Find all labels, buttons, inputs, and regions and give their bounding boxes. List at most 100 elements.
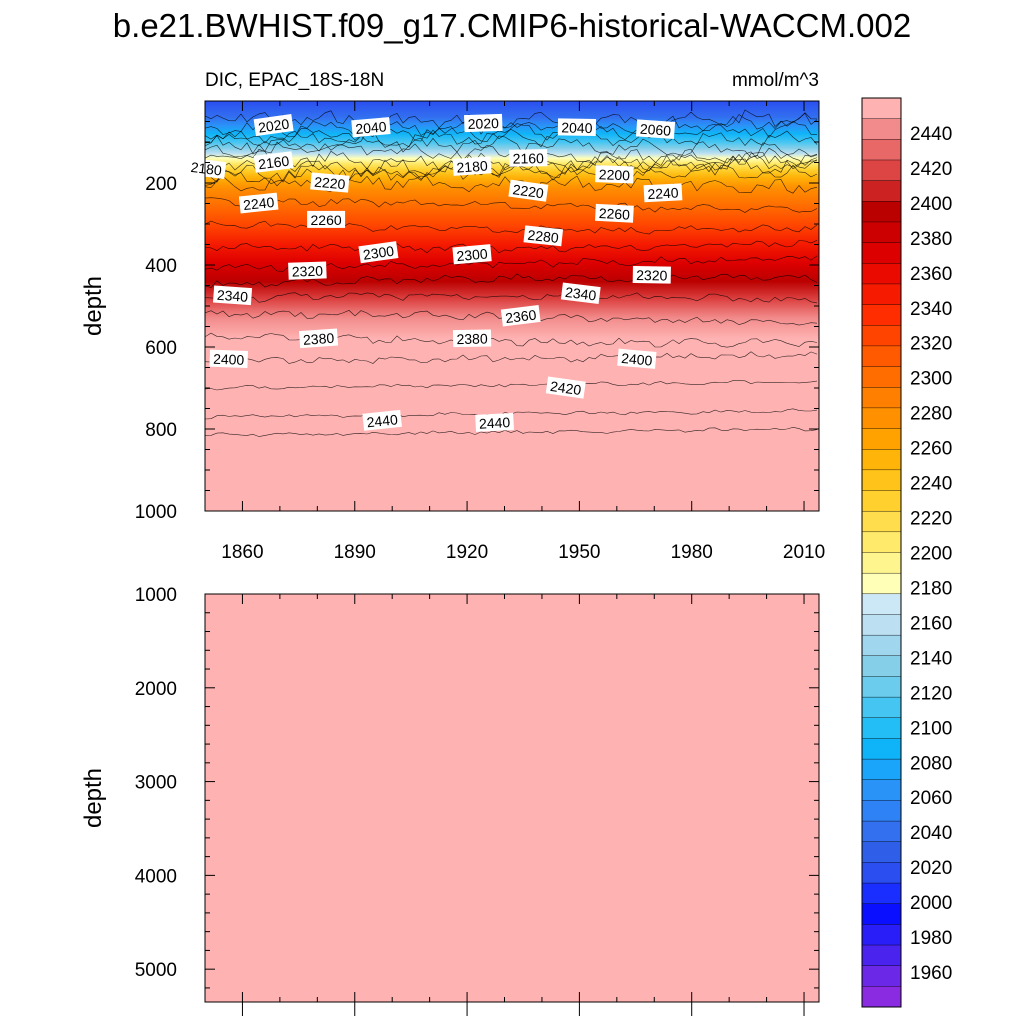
contour-label: 2420: [545, 376, 586, 399]
colorbar-swatch: [861, 882, 902, 905]
colorbar-label: 2060: [910, 788, 952, 809]
colorbar-label: 2140: [910, 648, 952, 669]
contour-label: 2380: [452, 329, 492, 348]
colorbar-swatch: [861, 552, 902, 574]
colorbar-label: 2080: [910, 753, 952, 774]
colorbar-label: 1980: [910, 928, 952, 949]
colorbar-label: 2000: [910, 893, 952, 914]
contour-label: 2220: [508, 179, 549, 202]
colorbar-swatch: [861, 283, 902, 306]
colorbar-label: 2220: [910, 509, 952, 530]
colorbar-swatch: [861, 986, 902, 1008]
colorbar-swatch: [861, 696, 902, 719]
contour-label: 2260: [307, 210, 346, 228]
colorbar-label: 2100: [910, 718, 952, 739]
colorbar-label: 2320: [910, 334, 952, 355]
colorbar-swatch: [861, 593, 902, 615]
upper-y-axis: 200 400 600 800 1000: [135, 100, 819, 523]
contour-label: 2160: [253, 151, 294, 173]
colorbar-swatch: [861, 614, 902, 636]
contour-label: 2360: [500, 305, 541, 327]
contour-label-text: 2300: [456, 245, 489, 264]
contour-line: [205, 135, 818, 158]
contour-label: 2280: [523, 225, 564, 247]
colorbar-label: 2340: [910, 299, 952, 320]
colorbar-swatch: [861, 449, 902, 471]
contour-label: 2060: [635, 119, 676, 140]
upper-plot-area: 2020 2040 2020 2040 2060 2180 2160 2180 2160 2200…: [80, 100, 825, 563]
contour-label-text: 2400: [621, 350, 654, 369]
y-tick-label: 600: [145, 338, 177, 359]
colorbar-swatch: [861, 345, 902, 368]
contour-label-text: 2320: [292, 263, 324, 280]
y-tick-label: 1000: [135, 502, 177, 523]
upper-x-axis: 1860 1890 1920 1950 1980 2010: [204, 101, 825, 563]
contour-label-text: 2180: [456, 158, 488, 176]
contour-line: [205, 128, 818, 148]
lower-y-axis: 1000 2000 3000 4000 5000: [135, 585, 819, 989]
colorbar-swatch: [861, 531, 902, 554]
lower-y-axis-title: depth: [80, 768, 107, 828]
colorbar-swatch: [861, 924, 902, 946]
y-tick-label: 800: [145, 420, 177, 441]
colorbar-swatch: [861, 428, 902, 450]
colorbar-swatch: [861, 800, 902, 822]
colorbar-swatch: [861, 159, 902, 182]
contour-line: [205, 158, 818, 183]
colorbar-swatch: [861, 862, 902, 884]
colorbar-swatch: [861, 325, 902, 347]
contour-label-text: 2440: [479, 414, 511, 432]
lower-plot-area: 1000 2000 3000 4000 5000 depth: [80, 585, 820, 1016]
contour-label-text: 2260: [311, 212, 342, 228]
colorbar-swatch: [861, 366, 902, 388]
colorbar-label: 2400: [910, 194, 952, 215]
colorbar-swatch: [861, 242, 902, 264]
contour-label-text: 2240: [242, 194, 275, 213]
colorbar-label: 2420: [910, 159, 952, 180]
contour-label-text: 2360: [504, 306, 537, 326]
lower-x-axis: [204, 594, 805, 1016]
contour-line: [205, 197, 818, 213]
contour-label: 2020: [463, 113, 503, 133]
x-tick-label: 1980: [671, 542, 713, 563]
contour-label-text: 2200: [599, 166, 631, 183]
contour-label: 2040: [351, 117, 391, 138]
colorbar-swatch: [861, 841, 902, 863]
contour-label: 2440: [362, 409, 402, 431]
contour-label: 2320: [632, 265, 671, 284]
contour-label-text: 2300: [362, 243, 395, 263]
colorbar-frame: [861, 97, 902, 1008]
contour-line: [205, 109, 818, 130]
contour-line: [205, 272, 818, 288]
colorbar-swatch: [861, 944, 902, 967]
contour-label: 2160: [509, 149, 548, 167]
chart-units: mmol/m^3: [732, 70, 819, 91]
colorbar-label: 2240: [910, 474, 952, 495]
y-tick-label: 3000: [135, 773, 177, 794]
contour-label: 2340: [560, 282, 601, 304]
colorbar-swatch: [861, 490, 902, 512]
contour-line: [205, 220, 818, 235]
contour-label-text: 2340: [564, 284, 597, 304]
y-tick-label: 1000: [135, 585, 177, 606]
contour-label-text: 2160: [513, 150, 545, 167]
colorbar-swatch: [861, 407, 902, 430]
contour-label: 2180: [186, 157, 227, 179]
colorbar-swatch: [861, 118, 902, 140]
contour-label-text: 2020: [467, 115, 499, 132]
contour-label-text: 2340: [216, 287, 248, 305]
upper-y-axis-title: depth: [80, 276, 107, 336]
contour-label: 2400: [209, 349, 249, 368]
contour-label: 2040: [557, 118, 597, 137]
contour-label: 2260: [595, 203, 634, 223]
contour-label-text: 2220: [512, 181, 545, 201]
colorbar-swatch: [861, 717, 902, 739]
upper-contour-labels: 2020 2040 2020 2040 2060 2180 2160 2180 2160 2200…: [186, 113, 683, 432]
x-tick-label: 1920: [446, 542, 488, 563]
contour-label-text: 2440: [366, 411, 399, 430]
contour-label-text: 2040: [561, 119, 593, 136]
colorbar-swatch: [861, 634, 902, 657]
colorbar-label: 2040: [910, 823, 952, 844]
contour-line: [205, 154, 818, 178]
